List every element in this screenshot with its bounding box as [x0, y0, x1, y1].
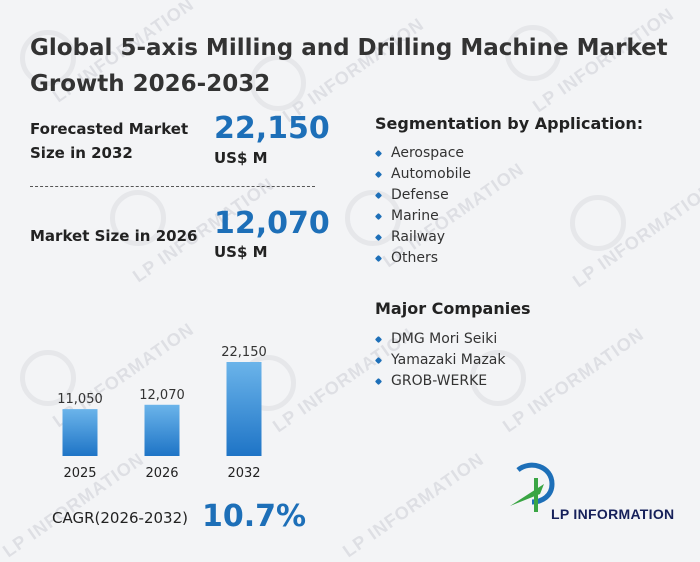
list-item: Others	[375, 248, 471, 269]
bar-chart: 11,050 2025 12,070 2026 22,150 2032	[57, 345, 267, 481]
companies-title: Major Companies	[375, 299, 531, 318]
bar-2032	[226, 362, 262, 456]
divider	[30, 186, 315, 187]
list-item: Automobile	[375, 164, 471, 185]
data-label: 11,050	[57, 392, 103, 407]
bar-2026	[144, 404, 180, 456]
data-label: 12,070	[139, 388, 185, 403]
brand-name: LP INFORMATION	[551, 506, 675, 522]
forecast-unit: US$ M	[214, 149, 268, 167]
x-tick-label: 2026	[145, 466, 178, 481]
forecast-label: Forecasted Market Size in 2032	[30, 120, 189, 162]
bar-2025	[62, 409, 98, 456]
current-unit: US$ M	[214, 243, 268, 261]
list-item: GROB-WERKE	[375, 371, 506, 392]
list-item: Aerospace	[375, 143, 471, 164]
lp-logo-icon	[510, 462, 555, 512]
x-tick-label: 2025	[63, 466, 96, 481]
list-item: Marine	[375, 206, 471, 227]
current-label: Market Size in 2026	[30, 227, 198, 245]
list-item: DMG Mori Seiki	[375, 329, 506, 350]
segmentation-title: Segmentation by Application:	[375, 114, 644, 133]
companies-list: DMG Mori Seiki Yamazaki Mazak GROB-WERKE	[375, 329, 506, 392]
x-tick-label: 2032	[227, 466, 260, 481]
current-value: 12,070	[214, 206, 330, 241]
list-item: Defense	[375, 185, 471, 206]
segmentation-list: Aerospace Automobile Defense Marine Rail…	[375, 143, 471, 269]
watermark-text: LP INFORMATION	[339, 448, 488, 562]
cagr-value: 10.7%	[202, 499, 307, 534]
list-item: Yamazaki Mazak	[375, 350, 506, 371]
data-label: 22,150	[221, 345, 267, 360]
forecast-value: 22,150	[214, 111, 330, 146]
cagr-label: CAGR(2026-2032)	[52, 509, 188, 527]
page-title: Global 5-axis Milling and Drilling Machi…	[30, 35, 668, 97]
list-item: Railway	[375, 227, 471, 248]
